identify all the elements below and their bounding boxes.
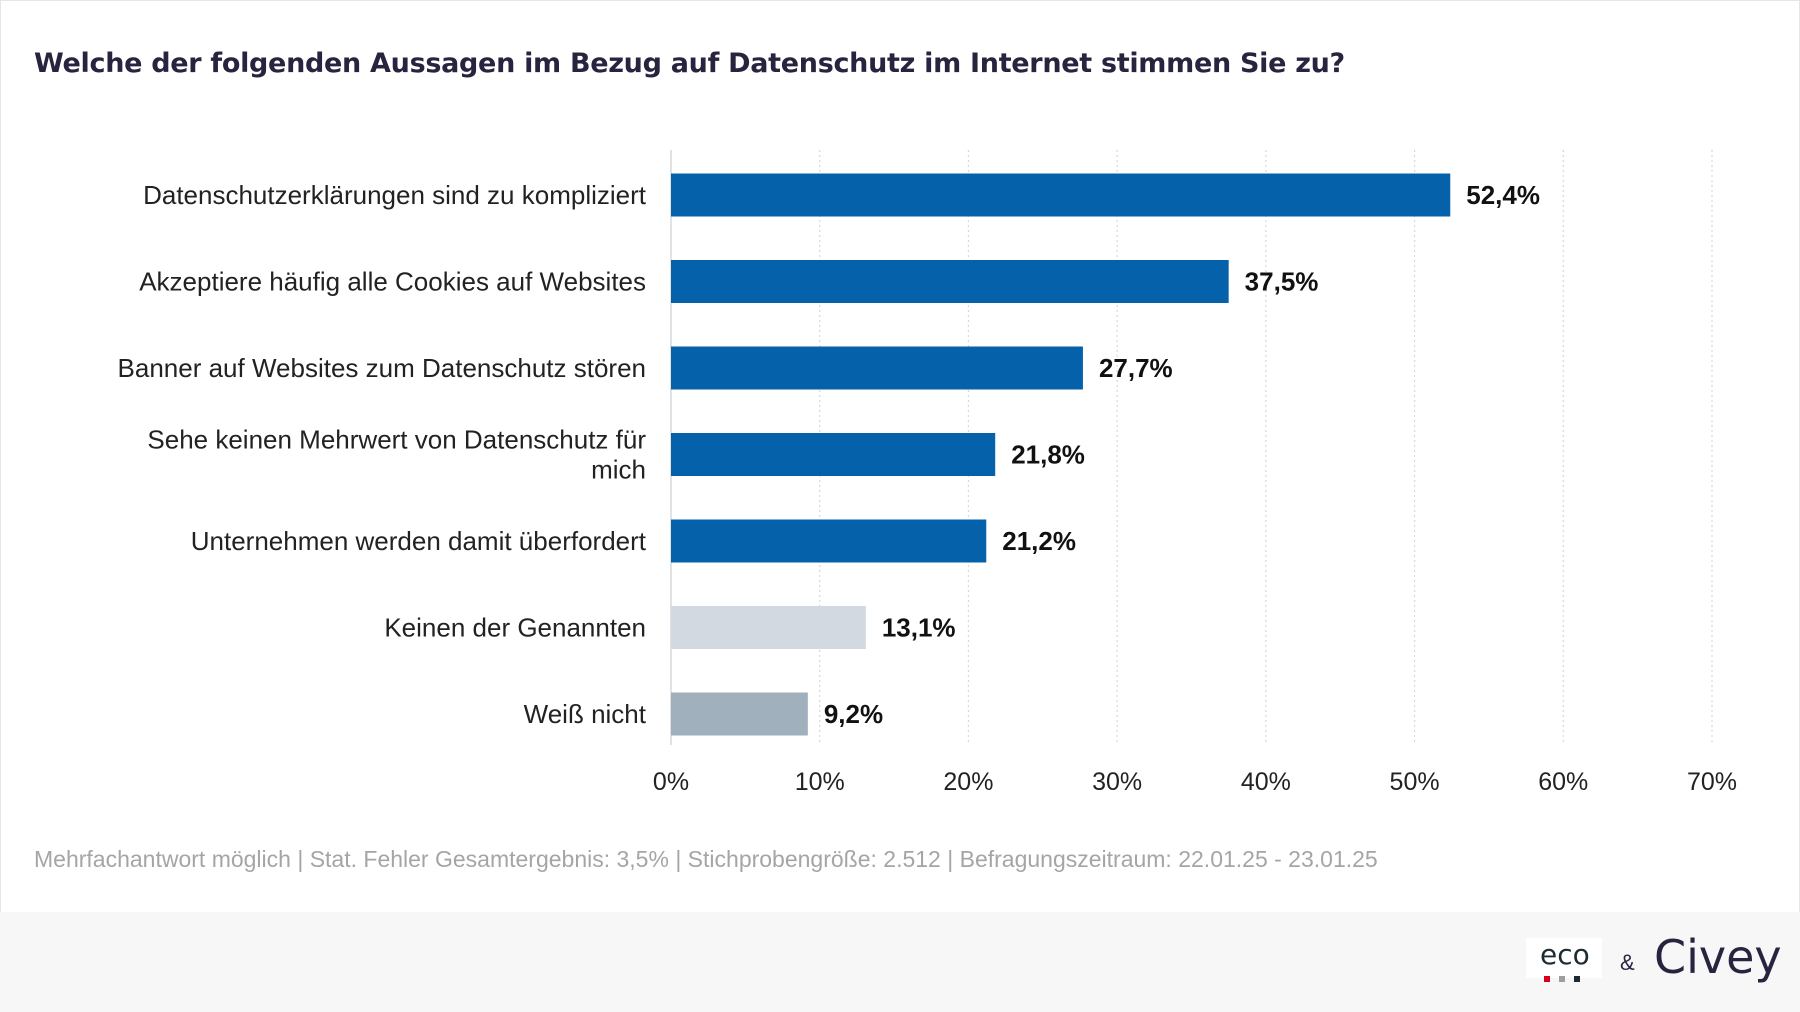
- value-label: 52,4%: [1466, 180, 1540, 210]
- category-label: Keinen der Genannten: [384, 613, 646, 643]
- eco-logo: eco: [1526, 938, 1602, 982]
- value-label: 21,8%: [1011, 440, 1085, 470]
- footnote: Mehrfachantwort möglich | Stat. Fehler G…: [34, 846, 1378, 872]
- eco-dot: [1559, 976, 1565, 982]
- eco-dot: [1574, 976, 1580, 982]
- footer-bar: [0, 912, 1800, 1012]
- x-tick-label: 10%: [795, 768, 845, 796]
- bar: [671, 173, 1451, 217]
- bar: [671, 433, 996, 476]
- x-tick-label: 30%: [1092, 768, 1142, 796]
- bar: [671, 692, 808, 736]
- x-tick-label: 70%: [1687, 768, 1737, 796]
- eco-logo-dots: [1544, 969, 1589, 987]
- bar: [671, 519, 987, 563]
- bar-chart: 0% 10% 20% 30% 40% 50% 60% 70% Datenschutzerklär…: [118, 150, 1737, 796]
- eco-dot: [1544, 976, 1550, 982]
- civey-logo: Civey: [1654, 930, 1782, 984]
- chart-title: Welche der folgenden Aussagen im Bezug a…: [34, 48, 1345, 79]
- x-tick-label: 50%: [1390, 768, 1440, 796]
- value-label: 37,5%: [1245, 267, 1319, 297]
- bar: [671, 346, 1083, 390]
- value-label: 27,7%: [1099, 353, 1173, 383]
- value-label: 21,2%: [1002, 526, 1076, 556]
- bar: [671, 260, 1229, 303]
- category-label: Datenschutzerklärungen sind zu komplizie…: [143, 180, 647, 210]
- x-tick-label: 40%: [1241, 768, 1291, 796]
- category-label: Weiß nicht: [524, 699, 647, 729]
- x-tick-label: 20%: [943, 768, 993, 796]
- category-label: Akzeptiere häufig alle Cookies auf Websi…: [139, 267, 646, 297]
- ampersand: &: [1620, 950, 1635, 975]
- category-label: Sehe keinen Mehrwert von Datenschutz für…: [147, 425, 646, 485]
- value-label: 13,1%: [882, 613, 956, 643]
- x-tick-label: 60%: [1538, 768, 1588, 796]
- category-label: Unternehmen werden damit überfordert: [191, 526, 647, 556]
- eco-logo-wordmark: eco: [1540, 938, 1590, 971]
- category-label: Banner auf Websites zum Datenschutz stör…: [118, 353, 646, 383]
- value-label: 9,2%: [824, 699, 883, 729]
- bar: [671, 606, 866, 649]
- x-tick-label: 0%: [653, 768, 689, 796]
